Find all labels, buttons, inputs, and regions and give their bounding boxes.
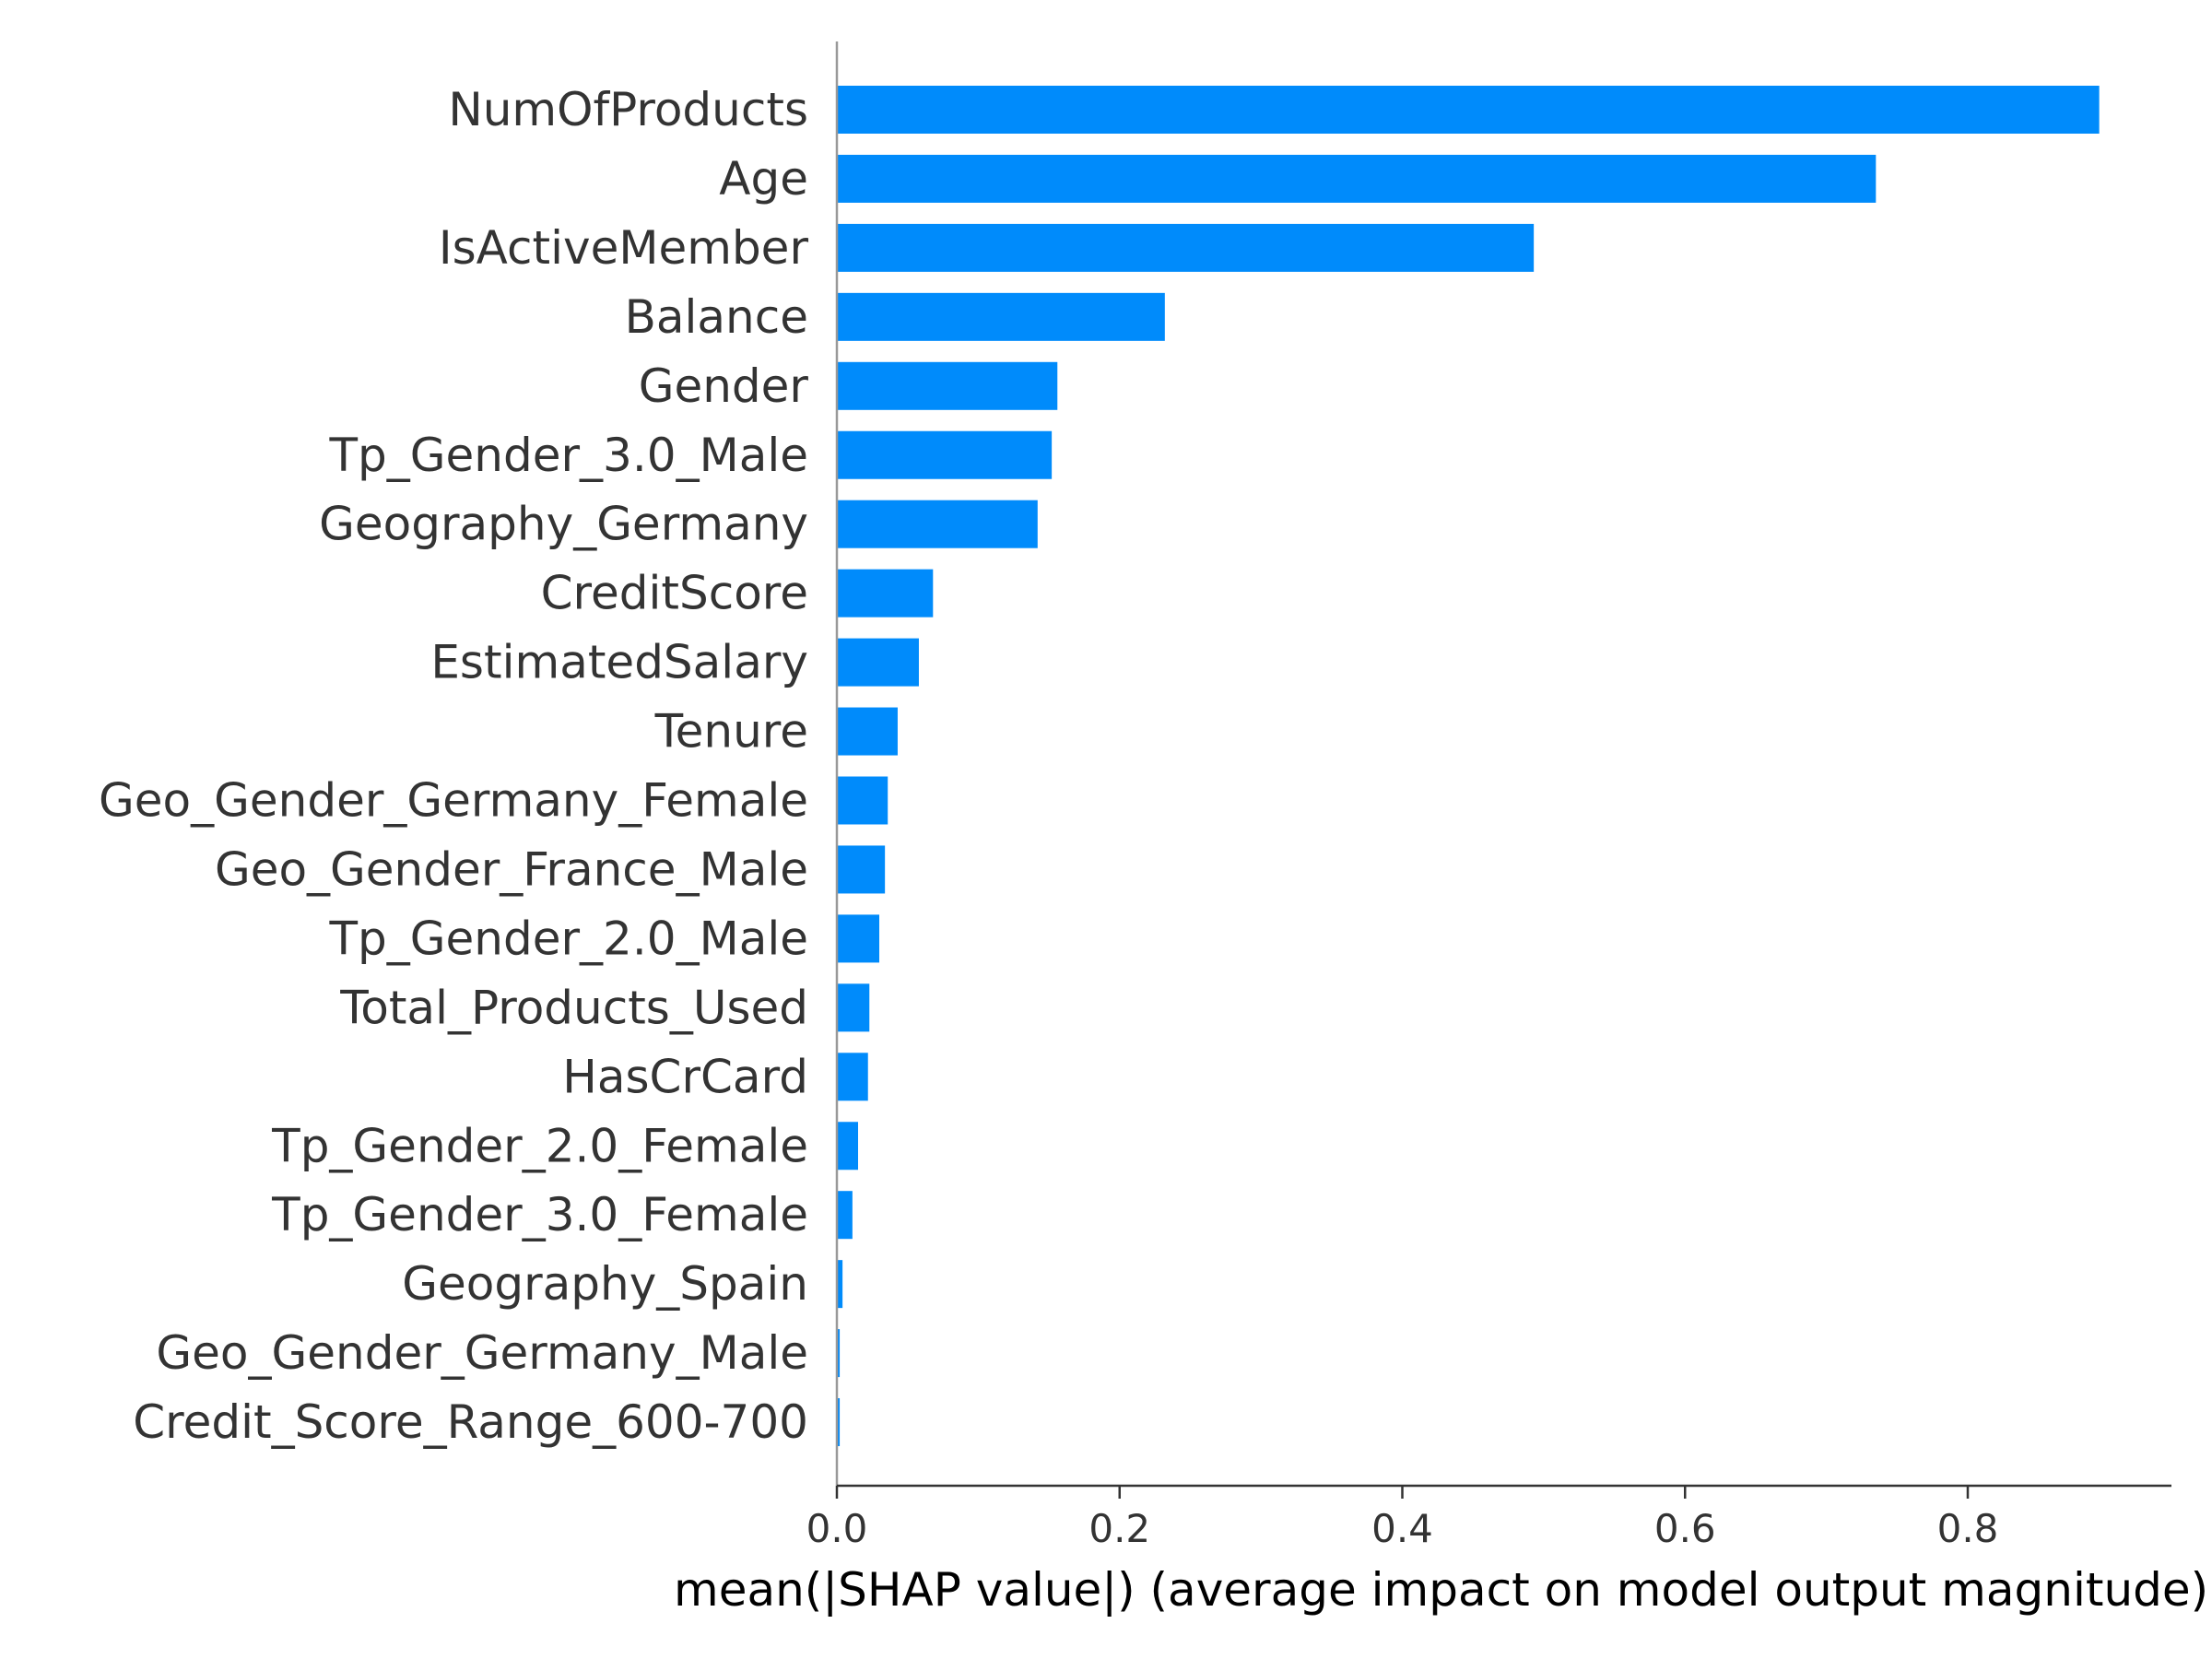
bar-5 bbox=[837, 430, 1053, 479]
feature-label-1: Age bbox=[719, 152, 808, 206]
bar-3 bbox=[837, 292, 1165, 341]
bar-14 bbox=[837, 1053, 868, 1101]
bar-12 bbox=[837, 914, 880, 963]
bar-7 bbox=[837, 569, 934, 618]
bar-2 bbox=[837, 223, 1535, 272]
bar-4 bbox=[837, 361, 1058, 410]
bars-layer bbox=[837, 86, 2100, 1447]
bar-13 bbox=[837, 983, 870, 1032]
feature-label-8: EstimatedSalary bbox=[430, 636, 808, 689]
x-tick-label-2: 0.4 bbox=[1371, 1506, 1433, 1551]
feature-label-12: Tp_Gender_2.0_Male bbox=[329, 912, 808, 965]
feature-label-7: CreditScore bbox=[541, 567, 808, 620]
bar-10 bbox=[837, 776, 888, 825]
feature-label-2: IsActiveMember bbox=[439, 221, 809, 275]
bar-8 bbox=[837, 638, 919, 687]
feature-label-18: Geo_Gender_Germany_Male bbox=[156, 1326, 808, 1380]
x-tick-label-3: 0.6 bbox=[1654, 1506, 1716, 1551]
x-tick-label-0: 0.0 bbox=[806, 1506, 868, 1551]
feature-label-10: Geo_Gender_Germany_Female bbox=[99, 774, 808, 828]
bar-16 bbox=[837, 1191, 853, 1240]
x-tick-label-1: 0.2 bbox=[1088, 1506, 1150, 1551]
bar-0 bbox=[837, 86, 2100, 134]
feature-label-17: Geography_Spain bbox=[402, 1257, 808, 1311]
feature-label-5: Tp_Gender_3.0_Male bbox=[329, 429, 808, 482]
x-ticks-layer: 0.0 0.2 0.4 0.6 0.8 bbox=[806, 1486, 1999, 1551]
bar-11 bbox=[837, 845, 886, 894]
feature-label-4: Gender bbox=[639, 359, 809, 413]
bar-18 bbox=[837, 1329, 841, 1378]
bar-6 bbox=[837, 500, 1038, 548]
feature-label-6: Geography_Germany bbox=[319, 498, 808, 551]
bar-1 bbox=[837, 154, 1877, 203]
feature-label-11: Geo_Gender_France_Male bbox=[215, 842, 808, 896]
bar-17 bbox=[837, 1260, 843, 1309]
feature-label-9: Tenure bbox=[654, 705, 808, 759]
feature-labels-layer: NumOfProducts Age IsActiveMember Balance Gen… bbox=[99, 83, 808, 1449]
feature-label-14: HasCrCard bbox=[562, 1050, 808, 1103]
feature-label-3: Balance bbox=[625, 290, 808, 344]
feature-label-0: NumOfProducts bbox=[448, 83, 808, 136]
x-tick-label-4: 0.8 bbox=[1937, 1506, 1999, 1551]
x-axis-title: mean(|SHAP value|) (average impact on mo… bbox=[674, 1563, 2208, 1617]
bar-9 bbox=[837, 707, 898, 756]
feature-label-19: Credit_Score_Range_600-700 bbox=[133, 1395, 808, 1449]
feature-label-13: Total_Products_Used bbox=[339, 981, 808, 1034]
bar-19 bbox=[837, 1398, 841, 1447]
feature-label-15: Tp_Gender_2.0_Female bbox=[271, 1119, 808, 1172]
feature-label-16: Tp_Gender_3.0_Female bbox=[271, 1188, 808, 1241]
bar-15 bbox=[837, 1122, 859, 1171]
